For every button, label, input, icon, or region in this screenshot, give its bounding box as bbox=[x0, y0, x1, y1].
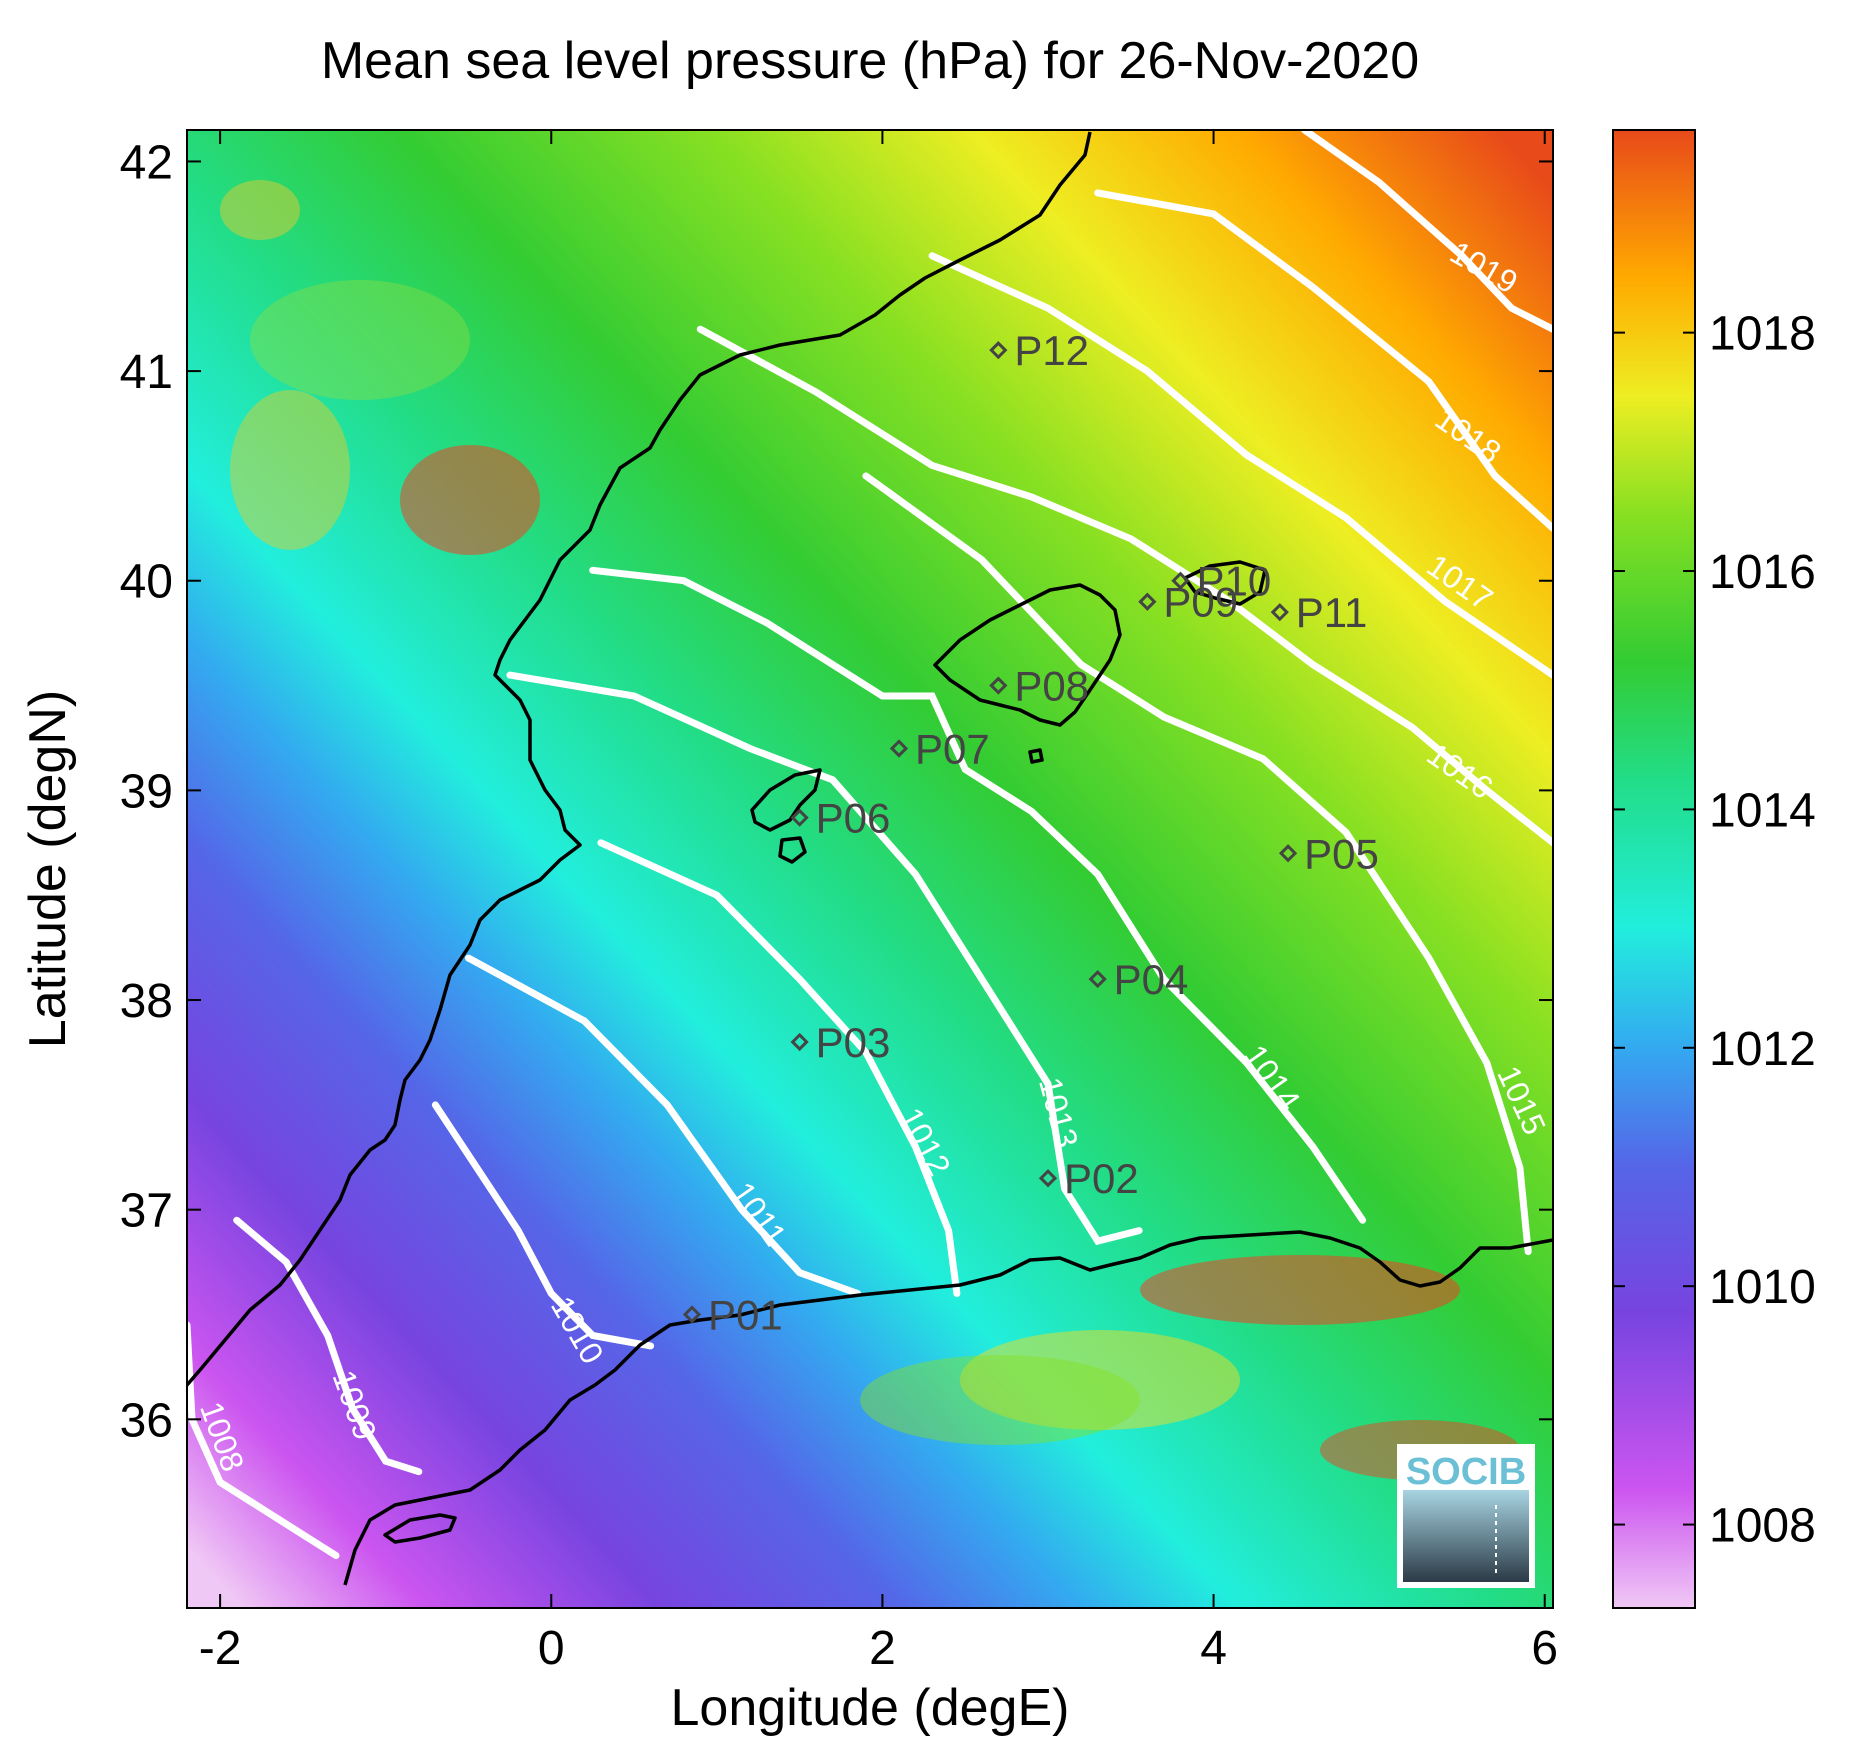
colorbar-tick-label: 1012 bbox=[1709, 1023, 1816, 1076]
y-tick-label: 40 bbox=[120, 556, 173, 609]
station-marker bbox=[1088, 969, 1107, 989]
y-tick-label: 36 bbox=[120, 1394, 173, 1447]
isobar-1016 bbox=[696, 325, 1553, 847]
x-tick-label: 6 bbox=[1531, 1622, 1558, 1675]
x-tick-label: 4 bbox=[1200, 1622, 1227, 1675]
y-axis-ticks: 36 37 38 39 40 41 42 bbox=[120, 136, 1553, 1447]
isobar-1018 bbox=[1094, 189, 1553, 532]
relief-patch bbox=[1140, 1255, 1460, 1325]
station-marker bbox=[889, 739, 909, 758]
chart-title: Mean sea level pressure (hPa) for 26-Nov… bbox=[321, 32, 1419, 90]
station-marker bbox=[790, 1032, 809, 1052]
colorbar-tick-label: 1014 bbox=[1709, 784, 1816, 837]
station-marker bbox=[790, 808, 809, 827]
isobar-1010 bbox=[431, 1101, 655, 1350]
isobar-1019 bbox=[1301, 130, 1553, 333]
station-label: P09 bbox=[1163, 579, 1238, 626]
isobar-1012 bbox=[597, 839, 961, 1297]
isobar-1017 bbox=[928, 252, 1553, 679]
station-marker bbox=[1171, 571, 1190, 590]
isobar-1014 bbox=[589, 566, 1367, 1224]
logo-text: SOCIB bbox=[1406, 1451, 1526, 1493]
colorbar-tick-label: 1010 bbox=[1709, 1261, 1816, 1314]
colorbar-gradient bbox=[1612, 129, 1696, 1609]
x-axis-ticks: -2 0 2 4 6 bbox=[199, 130, 1558, 1675]
menorca-island bbox=[1183, 560, 1267, 606]
station-label: P11 bbox=[1296, 589, 1368, 636]
ibiza-island bbox=[750, 768, 822, 832]
relief-patch bbox=[400, 445, 540, 555]
relief-patch bbox=[960, 1330, 1240, 1430]
y-axis-label: Latitude (degN) bbox=[19, 690, 77, 1048]
station-label: P04 bbox=[1114, 956, 1189, 1003]
relief-patch bbox=[220, 180, 300, 240]
station-label: P06 bbox=[816, 795, 891, 842]
station-marker bbox=[989, 676, 1008, 695]
y-tick-label: 39 bbox=[120, 765, 173, 818]
formentera-island bbox=[778, 836, 807, 864]
y-tick-label: 37 bbox=[120, 1185, 173, 1238]
station-marker bbox=[1138, 592, 1157, 611]
colorbar: 1008 1010 1012 1014 1016 1018 bbox=[1612, 129, 1816, 1609]
isobar-1015 bbox=[862, 472, 1532, 1256]
isobar-lines bbox=[187, 130, 1553, 1560]
x-tick-label: -2 bbox=[199, 1622, 242, 1675]
station-marker bbox=[1278, 844, 1298, 863]
x-axis-label: Longitude (degE) bbox=[671, 1679, 1070, 1737]
isobar-1009 bbox=[233, 1216, 423, 1476]
relief-patch bbox=[860, 1355, 1140, 1445]
cabrera-island bbox=[1028, 748, 1044, 764]
station-marker bbox=[1038, 1169, 1058, 1188]
x-tick-label: 0 bbox=[538, 1622, 565, 1675]
station-label: P03 bbox=[816, 1019, 891, 1066]
station-marker bbox=[682, 1305, 702, 1324]
station-marker bbox=[1270, 603, 1289, 622]
station-label: P10 bbox=[1196, 558, 1271, 605]
relief-patch bbox=[250, 280, 470, 400]
station-label: P12 bbox=[1014, 327, 1089, 374]
colorbar-tick-label: 1018 bbox=[1709, 308, 1816, 361]
station-label: P08 bbox=[1014, 663, 1089, 710]
station-label: P05 bbox=[1304, 830, 1379, 877]
iberian-coastline bbox=[187, 131, 1092, 1387]
station-label: P01 bbox=[708, 1291, 783, 1338]
alboran-island bbox=[383, 1513, 457, 1544]
y-tick-label: 38 bbox=[120, 975, 173, 1028]
station-marker bbox=[989, 341, 1008, 360]
y-tick-label: 42 bbox=[120, 136, 173, 189]
colorbar-tick-label: 1008 bbox=[1709, 1500, 1816, 1553]
station-label: P02 bbox=[1064, 1155, 1139, 1202]
isobar-1008 bbox=[187, 1321, 340, 1560]
station-label: P07 bbox=[915, 725, 990, 772]
socib-logo: SOCIB bbox=[1397, 1444, 1535, 1588]
isobar-1013 bbox=[506, 671, 1143, 1246]
plot-frame bbox=[186, 129, 1554, 1609]
relief-patch bbox=[230, 390, 350, 550]
pressure-field bbox=[187, 130, 1553, 1608]
isobar-1011 bbox=[465, 954, 862, 1297]
north-africa-coastline bbox=[343, 1230, 1553, 1586]
colorbar-ticks: 1008 1010 1012 1014 1016 1018 bbox=[1613, 308, 1816, 1553]
y-tick-label: 41 bbox=[120, 346, 173, 399]
x-tick-label: 2 bbox=[869, 1622, 896, 1675]
colorbar-tick-label: 1016 bbox=[1709, 546, 1816, 599]
mallorca-island bbox=[933, 583, 1122, 727]
